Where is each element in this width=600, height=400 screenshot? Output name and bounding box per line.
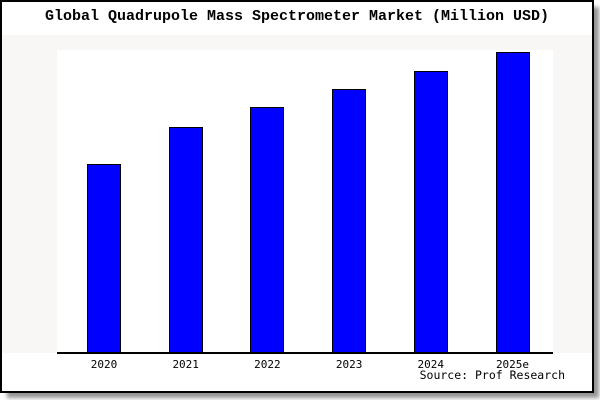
- x-axis-line: [57, 352, 553, 354]
- bar-2024: [413, 71, 448, 353]
- chart-title: Global Quadrupole Mass Spectrometer Mark…: [44, 8, 550, 25]
- bar-2022: [250, 107, 285, 353]
- x-tick-label-2022: 2022: [254, 358, 281, 371]
- chart-frame: Global Quadrupole Mass Spectrometer Mark…: [0, 0, 594, 393]
- x-tick-label-2020: 2020: [90, 358, 118, 371]
- x-tick-label-2024: 2024: [417, 358, 445, 371]
- bar-2020: [87, 164, 121, 353]
- plot-area: [57, 50, 553, 353]
- bar-2023: [332, 89, 367, 353]
- x-tick-label-2021: 2021: [172, 358, 199, 371]
- x-tick-label-2025e: 2025e: [495, 358, 530, 371]
- source-credit: Source: Prof Research: [419, 368, 565, 382]
- x-tick-label-2023: 2023: [335, 358, 363, 371]
- bar-2021: [168, 127, 203, 353]
- bar-2025e: [495, 52, 530, 353]
